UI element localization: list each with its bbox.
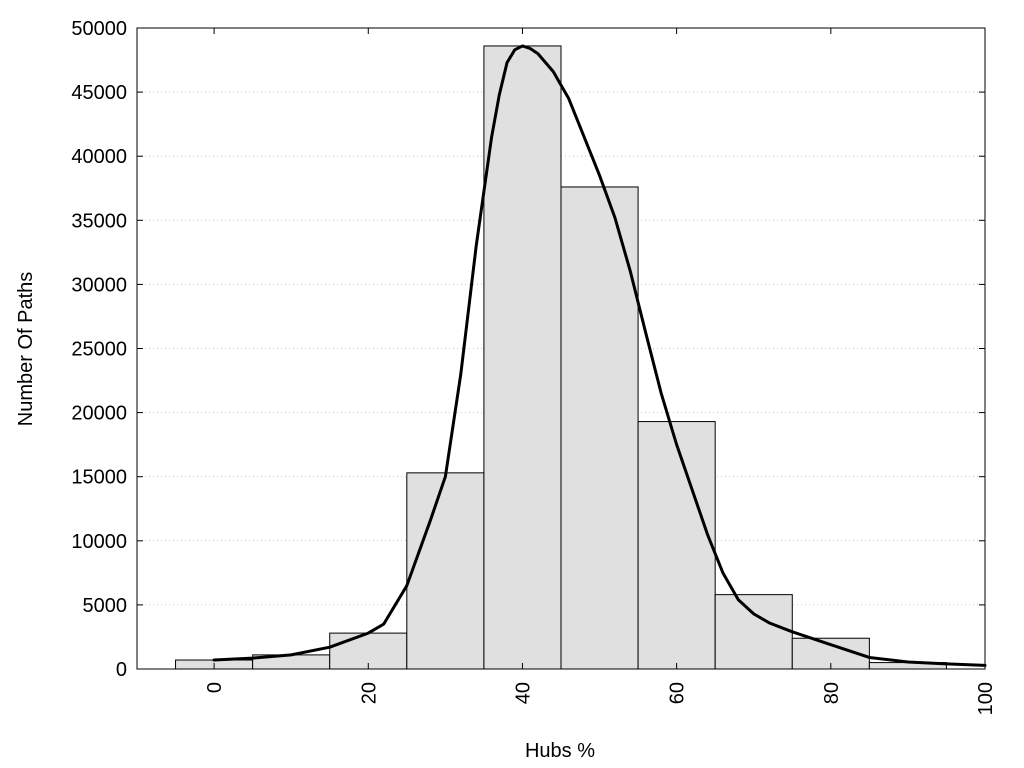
y-tick-label: 20000 — [71, 403, 127, 425]
x-axis-title: Hubs % — [525, 740, 595, 762]
x-tick-label: 40 — [512, 682, 534, 704]
y-tick-label: 30000 — [71, 274, 127, 296]
histogram-bar — [637, 421, 716, 670]
histogram-bar — [406, 472, 485, 670]
x-tick-label: 80 — [821, 682, 843, 704]
y-tick-label: 10000 — [71, 531, 127, 553]
histogram-bar — [714, 594, 793, 670]
y-tick-label: 35000 — [71, 210, 127, 232]
y-tick-label: 15000 — [71, 467, 127, 489]
histogram-bar — [560, 186, 639, 670]
y-tick-label: 40000 — [71, 146, 127, 168]
x-tick-label: 60 — [667, 682, 689, 704]
histogram-bar — [483, 45, 562, 670]
density-curve — [212, 44, 987, 667]
density-curve-layer — [212, 44, 987, 667]
x-tick-label: 20 — [358, 682, 380, 704]
axes: 0 5000 10000 15000 20000 25000 30000 35000 40000… — [71, 18, 997, 715]
y-tick-label: 50000 — [71, 18, 127, 40]
y-tick-label: 45000 — [71, 82, 127, 104]
histogram-bars — [175, 45, 947, 670]
y-tick-label: 0 — [116, 659, 127, 681]
y-axis-title: Number Of Paths — [15, 272, 37, 427]
y-tick-label: 5000 — [83, 595, 128, 617]
x-tick-label: 100 — [975, 682, 997, 715]
x-tick-label: 0 — [204, 682, 226, 693]
y-tick-label: 25000 — [71, 339, 127, 361]
